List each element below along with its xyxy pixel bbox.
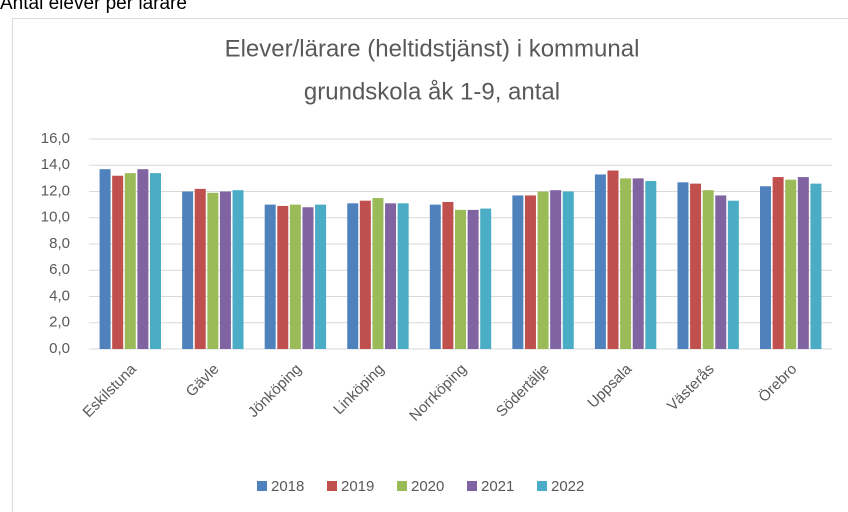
bar <box>429 204 441 349</box>
bar <box>594 174 606 349</box>
legend-label: 2020 <box>411 478 444 495</box>
y-tick-label: 4,0 <box>49 287 70 304</box>
bar <box>810 183 822 349</box>
bar <box>289 204 301 349</box>
x-tick-label: Linköping <box>330 361 387 418</box>
legend-swatch <box>397 481 407 491</box>
bar <box>785 179 797 349</box>
chart-title: Elever/lärare (heltidstjänst) i kommunal <box>225 35 640 62</box>
bar <box>277 205 289 349</box>
heading: Antal elever per lärare <box>0 0 187 14</box>
legend-swatch <box>327 481 337 491</box>
bar <box>137 169 149 349</box>
bar <box>467 209 479 349</box>
bar <box>537 191 549 349</box>
bar <box>607 170 619 349</box>
bar <box>149 173 161 349</box>
legend-swatch <box>257 481 267 491</box>
x-tick-label: Västerås <box>664 361 718 415</box>
bar <box>512 195 524 349</box>
bar <box>677 182 689 349</box>
x-tick-label: Örebro <box>755 360 801 406</box>
bar <box>727 200 739 349</box>
x-tick-label: Gävle <box>183 361 223 401</box>
bar <box>524 195 536 349</box>
bar <box>264 204 276 349</box>
bar <box>385 203 397 349</box>
bar <box>442 202 454 349</box>
bar <box>219 191 231 349</box>
bar <box>124 173 136 349</box>
bar <box>702 190 714 349</box>
bar <box>232 190 244 349</box>
bar <box>112 175 124 349</box>
bar <box>620 178 632 349</box>
y-tick-label: 8,0 <box>49 235 70 252</box>
y-tick-label: 12,0 <box>41 182 70 199</box>
bar <box>480 208 492 349</box>
bar <box>772 177 784 349</box>
x-tick-label: Norrköping <box>406 361 470 425</box>
bar <box>562 191 574 349</box>
legend-swatch <box>537 481 547 491</box>
legend-label: 2018 <box>271 478 304 495</box>
bar <box>455 209 466 349</box>
bar <box>550 190 562 349</box>
y-tick-label: 6,0 <box>49 261 70 278</box>
bar <box>797 177 809 349</box>
x-tick-label: Eskilstuna <box>80 360 141 421</box>
bar <box>760 186 772 349</box>
legend-swatch <box>467 481 477 491</box>
bar <box>182 191 194 349</box>
bar <box>194 188 206 349</box>
y-tick-label: 0,0 <box>49 340 70 357</box>
bar <box>397 203 409 349</box>
x-tick-label: Uppsala <box>584 360 635 411</box>
bar <box>632 178 644 349</box>
bar <box>372 198 384 349</box>
bar <box>207 192 219 349</box>
bar <box>715 195 727 349</box>
x-tick-label: Södertälje <box>493 361 553 421</box>
y-tick-label: 16,0 <box>41 130 70 147</box>
chart-border <box>12 18 848 512</box>
bar <box>99 169 111 349</box>
y-tick-label: 10,0 <box>41 209 70 226</box>
bar <box>315 204 327 349</box>
bar <box>347 203 359 349</box>
legend-label: 2019 <box>341 478 374 495</box>
legend-label: 2021 <box>481 478 514 495</box>
chart-title: grundskola åk 1-9, antal <box>304 78 560 105</box>
bar <box>645 181 657 349</box>
x-tick-label: Jönköping <box>245 361 305 421</box>
y-tick-label: 2,0 <box>49 314 70 331</box>
bar <box>359 200 371 349</box>
bar <box>690 183 702 349</box>
bar <box>302 207 314 349</box>
legend-label: 2022 <box>551 478 584 495</box>
y-tick-label: 14,0 <box>41 156 70 173</box>
